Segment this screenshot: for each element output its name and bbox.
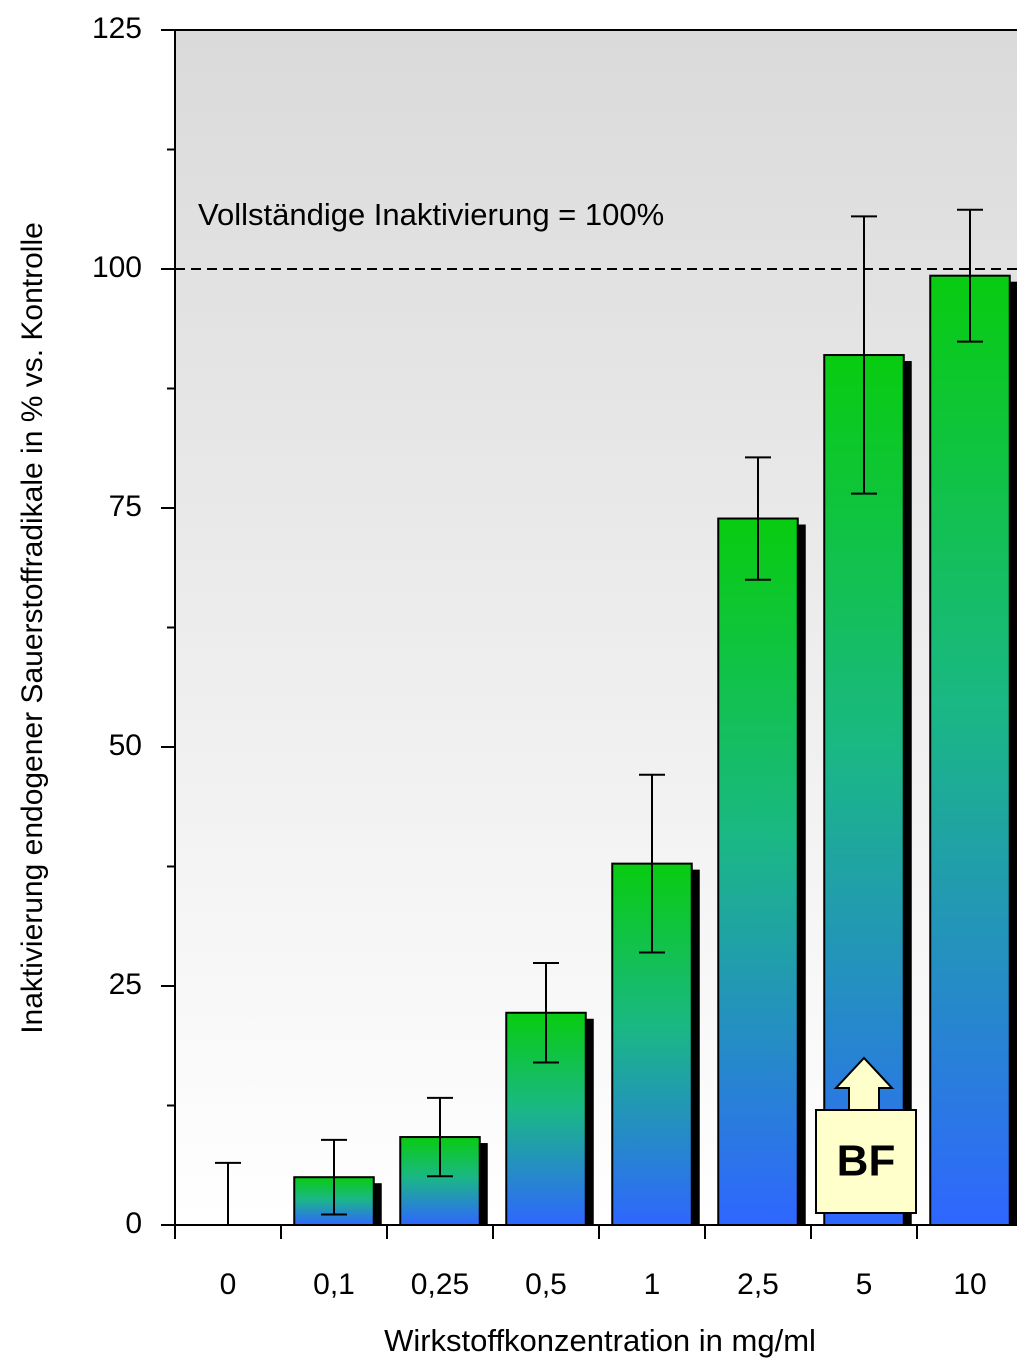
x-tick-label: 5 (856, 1268, 873, 1301)
x-tick-label: 0,25 (411, 1268, 469, 1301)
error-bar (215, 1161, 241, 1225)
y-tick-label: 75 (109, 490, 142, 523)
y-tick-label: 100 (92, 251, 142, 284)
callout-arrow (833, 1056, 895, 1112)
y-tick-label: 25 (109, 968, 142, 1001)
x-tick-label: 1 (644, 1268, 661, 1301)
callout-box (815, 1109, 917, 1214)
y-axis-label: Inaktivierung endogener Sauerstoffradika… (16, 222, 49, 1034)
error-bar (745, 456, 771, 581)
reference-label: Vollständige Inaktivierung = 100% (198, 197, 664, 232)
x-axis-label: Wirkstoffkonzentration in mg/ml (384, 1323, 816, 1358)
error-bar (533, 962, 559, 1064)
x-tick-label: 0 (220, 1268, 237, 1301)
y-tick-label: 50 (109, 729, 142, 762)
error-bar (321, 1138, 347, 1216)
bar (929, 274, 1011, 1225)
error-bar (639, 773, 665, 954)
y-tick-label: 125 (92, 12, 142, 45)
x-tick-label: 2,5 (737, 1268, 779, 1301)
error-bar (427, 1096, 453, 1178)
error-bar (851, 215, 877, 495)
x-tick-label: 10 (953, 1268, 986, 1301)
error-bar (957, 208, 983, 343)
callout-text: BF (837, 1137, 896, 1186)
x-tick-label: 0,5 (525, 1268, 567, 1301)
bar (717, 517, 799, 1225)
y-tick-label: 0 (125, 1207, 142, 1240)
x-tick-label: 0,1 (313, 1268, 355, 1301)
